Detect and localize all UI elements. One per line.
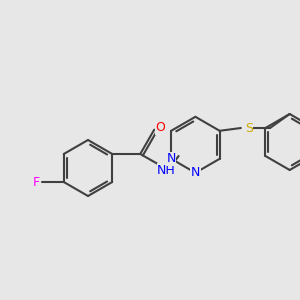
Text: O: O xyxy=(155,121,165,134)
Text: F: F xyxy=(33,176,40,188)
Text: NH: NH xyxy=(157,164,176,176)
Text: N: N xyxy=(167,152,176,165)
Text: N: N xyxy=(191,166,200,179)
Text: S: S xyxy=(245,122,253,134)
